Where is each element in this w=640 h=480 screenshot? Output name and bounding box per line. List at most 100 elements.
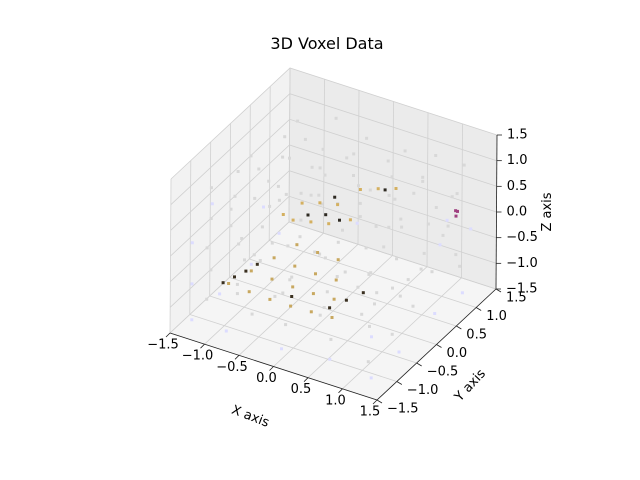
voxel-point: [288, 278, 292, 282]
voxel-point: [399, 217, 403, 221]
y-tick-label: 1.5: [506, 291, 527, 306]
voxel-point: [454, 209, 458, 213]
voxel-point: [255, 262, 259, 266]
voxel-series-3: [221, 262, 365, 310]
voxel-point: [299, 218, 303, 222]
voxel-point: [383, 188, 387, 192]
y-tick-label: −1.0: [407, 383, 439, 398]
voxel-point: [250, 312, 254, 316]
voxel-point: [258, 259, 262, 262]
z-grid-line: [170, 67, 498, 180]
z-tick-label: 0.5: [507, 179, 528, 194]
voxel-point: [311, 292, 315, 296]
z-grid-line: [170, 93, 497, 205]
voxel-series-5: [306, 188, 387, 222]
voxel-point: [229, 207, 233, 211]
voxel-point: [296, 119, 300, 123]
x-axis-label: X axis: [229, 403, 271, 431]
voxel-point: [422, 251, 426, 255]
voxel-point: [387, 193, 391, 197]
x-tick: [269, 366, 274, 371]
y-tick: [396, 381, 403, 385]
voxel-point: [306, 213, 310, 217]
voxel-point: [434, 206, 438, 209]
voxel-point: [299, 191, 303, 195]
voxel-point: [310, 165, 314, 169]
voxel-point: [368, 188, 372, 192]
voxel-point: [454, 253, 458, 257]
chart-title: 3D Voxel Data: [270, 34, 383, 53]
x-tick-label: 1.5: [360, 405, 381, 420]
y-tick: [495, 288, 502, 293]
voxel-point: [345, 156, 349, 160]
voxel-point: [426, 222, 430, 226]
voxel-point: [316, 251, 320, 254]
voxel-point: [286, 244, 290, 248]
voxel-point: [391, 286, 394, 290]
voxel-point: [336, 203, 340, 207]
y-tick: [475, 307, 482, 311]
voxel-point: [390, 332, 394, 336]
voxel-point: [309, 310, 313, 314]
voxel-series-1: [190, 202, 473, 380]
voxel-point: [336, 240, 340, 244]
x-tick-label: 1.0: [325, 393, 346, 408]
voxel-point: [318, 313, 322, 317]
voxel-point: [320, 202, 324, 206]
voxel-point: [290, 275, 294, 279]
voxel-point: [332, 297, 336, 301]
x-tick: [165, 332, 171, 338]
voxel-point: [338, 218, 341, 222]
voxel-point: [277, 198, 281, 202]
voxel-point: [374, 224, 378, 228]
voxel-point: [268, 297, 272, 301]
voxel-point: [324, 213, 328, 217]
voxel-point: [318, 252, 322, 256]
voxel-point: [218, 292, 222, 296]
z-tick-label: −1.0: [506, 256, 538, 271]
voxel-point: [369, 376, 373, 380]
y-tick: [376, 399, 383, 404]
voxel-point: [272, 256, 276, 260]
voxel-point: [441, 233, 445, 237]
y-tick-label: 1.0: [486, 309, 507, 324]
z-tick-label: 1.5: [507, 128, 528, 143]
voxel-point: [235, 282, 239, 286]
voxel-point: [209, 186, 213, 190]
voxel-point: [358, 215, 362, 219]
voxel-point: [390, 175, 394, 179]
voxel-point: [262, 205, 265, 209]
voxel-point: [361, 291, 365, 295]
voxel-point: [334, 278, 338, 282]
voxel-point: [357, 184, 360, 188]
voxel-point: [403, 149, 407, 153]
voxel-point: [268, 204, 272, 208]
voxel-point: [224, 329, 228, 333]
y-tick-label: 0.0: [447, 346, 468, 361]
x-tick-label: 0.5: [291, 382, 312, 397]
voxel-point: [205, 246, 209, 250]
voxel-point: [344, 298, 348, 302]
voxel-point: [273, 294, 277, 298]
voxel-point: [469, 227, 473, 231]
y-tick-label: −0.5: [427, 365, 459, 380]
voxel-point: [247, 290, 251, 294]
voxel-point: [240, 237, 244, 240]
voxel-point: [328, 306, 332, 310]
voxel-point: [253, 196, 257, 200]
voxel-point: [237, 242, 241, 246]
voxel-point: [322, 306, 326, 309]
z-tick-label: −0.5: [506, 230, 538, 245]
voxel-point: [376, 187, 380, 191]
voxel-point: [249, 154, 253, 158]
voxel-point: [355, 221, 359, 225]
y-tick: [416, 362, 422, 367]
x-tick-label: −1.5: [147, 338, 179, 353]
voxel-point: [394, 187, 398, 190]
voxel-point: [398, 294, 402, 298]
axes-panes: [170, 68, 497, 400]
voxel-point: [325, 290, 329, 294]
voxel-point: [291, 285, 295, 289]
voxel-point: [433, 312, 437, 315]
voxel-point: [295, 243, 299, 247]
